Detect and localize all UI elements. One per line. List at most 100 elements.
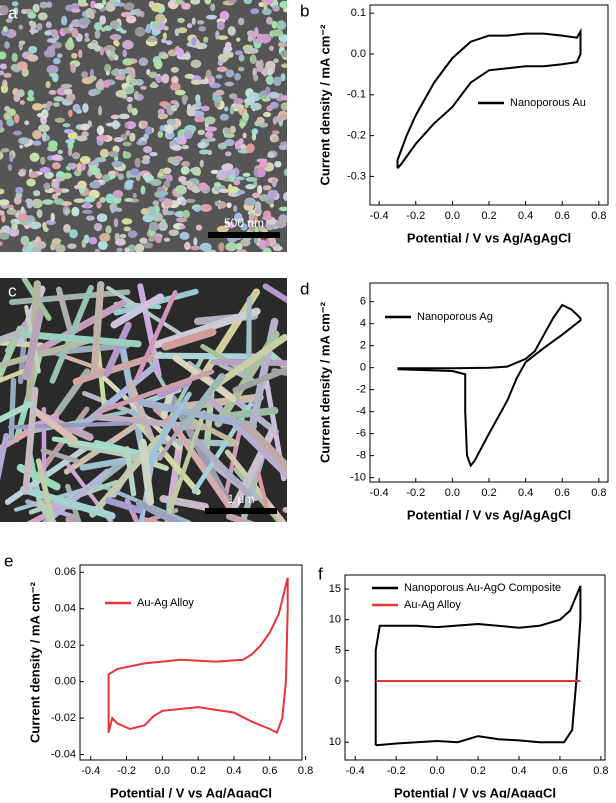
- grain: [239, 122, 246, 127]
- grain: [164, 199, 173, 208]
- grain: [20, 236, 29, 246]
- y-axis-title: Current density / mA cm⁻²: [317, 24, 332, 186]
- grain: [120, 234, 127, 239]
- grain: [200, 204, 212, 212]
- grain: [266, 75, 274, 85]
- grain: [42, 199, 53, 205]
- grain: [69, 23, 74, 31]
- grain: [171, 67, 179, 73]
- grain: [163, 32, 167, 39]
- grain: [24, 120, 29, 125]
- grain: [71, 164, 76, 170]
- y-tick-label: 0.00: [55, 676, 76, 688]
- grain: [200, 243, 212, 252]
- grain: [175, 102, 180, 108]
- grain: [150, 179, 161, 186]
- grain: [163, 167, 171, 174]
- grain: [94, 22, 102, 31]
- y-tick-label: -0.3: [347, 170, 366, 182]
- grain: [126, 75, 131, 84]
- grain: [30, 153, 40, 162]
- grain: [149, 222, 159, 231]
- grain: [64, 129, 74, 134]
- grain: [185, 74, 195, 79]
- grain: [243, 132, 247, 138]
- grain: [242, 112, 249, 121]
- grain: [229, 169, 236, 175]
- grain: [111, 204, 115, 214]
- grain: [29, 221, 41, 229]
- grain: [141, 208, 150, 215]
- grain: [238, 67, 244, 72]
- grain: [252, 133, 256, 141]
- grain: [74, 185, 80, 189]
- wire: [145, 520, 230, 543]
- grain: [18, 137, 30, 144]
- x-tick-label: -0.4: [370, 210, 389, 222]
- grain: [99, 197, 105, 203]
- grain: [149, 1, 155, 8]
- grain: [53, 96, 64, 101]
- grain: [12, 53, 18, 62]
- grain: [149, 72, 158, 79]
- grain: [255, 209, 262, 214]
- grain: [1, 84, 8, 93]
- y-tick-label: 10: [329, 736, 341, 748]
- grain: [257, 168, 266, 178]
- grain: [158, 109, 165, 115]
- grain: [253, 74, 258, 81]
- grain: [185, 199, 195, 203]
- legend-label: Au-Ag Alloy: [137, 597, 194, 609]
- y-tick-label: 4: [360, 318, 366, 330]
- grain: [272, 5, 280, 12]
- grain: [220, 114, 229, 121]
- grain: [238, 18, 244, 26]
- grain: [131, 108, 137, 116]
- grain: [1, 215, 5, 223]
- grain: [43, 227, 48, 232]
- y-tick-label: 0.02: [55, 639, 76, 651]
- grain: [119, 114, 130, 120]
- grain: [267, 68, 273, 76]
- grain: [239, 138, 244, 145]
- panel-label: f: [318, 564, 323, 583]
- grain: [46, 102, 50, 111]
- x-tick-label: -0.4: [370, 487, 389, 499]
- grain: [198, 26, 206, 32]
- grain: [233, 98, 243, 104]
- grain: [266, 17, 273, 25]
- grain: [239, 54, 245, 61]
- grain: [235, 50, 243, 55]
- cv-curve: [109, 578, 288, 733]
- grain: [94, 223, 102, 231]
- grain: [129, 133, 135, 142]
- grain: [73, 104, 81, 112]
- grain: [218, 60, 224, 66]
- grain: [68, 109, 73, 117]
- grain: [229, 186, 238, 193]
- plot-frame: [345, 575, 605, 760]
- wire: [70, 520, 131, 554]
- grain: [64, 209, 70, 215]
- panel-label: d: [300, 279, 309, 298]
- grain: [106, 123, 117, 127]
- grain: [55, 118, 65, 123]
- grain: [97, 213, 108, 222]
- grain: [179, 225, 186, 229]
- grain: [152, 21, 159, 28]
- grain: [175, 48, 184, 57]
- grain: [99, 233, 110, 242]
- grain: [135, 27, 146, 37]
- grain: [48, 140, 57, 149]
- grain: [268, 190, 278, 199]
- grain: [23, 245, 27, 250]
- grain: [141, 121, 148, 127]
- grain: [29, 172, 39, 179]
- grain: [171, 145, 181, 151]
- legend-label: Nanoporous Ag: [417, 311, 493, 323]
- x-axis-title: Potential / V vs Ag/AgagCl: [110, 785, 272, 798]
- grain: [79, 2, 89, 6]
- x-axis-title: Potential / V vs Ag/AgAgCl: [407, 507, 571, 522]
- grain: [281, 63, 289, 68]
- grain: [271, 29, 283, 36]
